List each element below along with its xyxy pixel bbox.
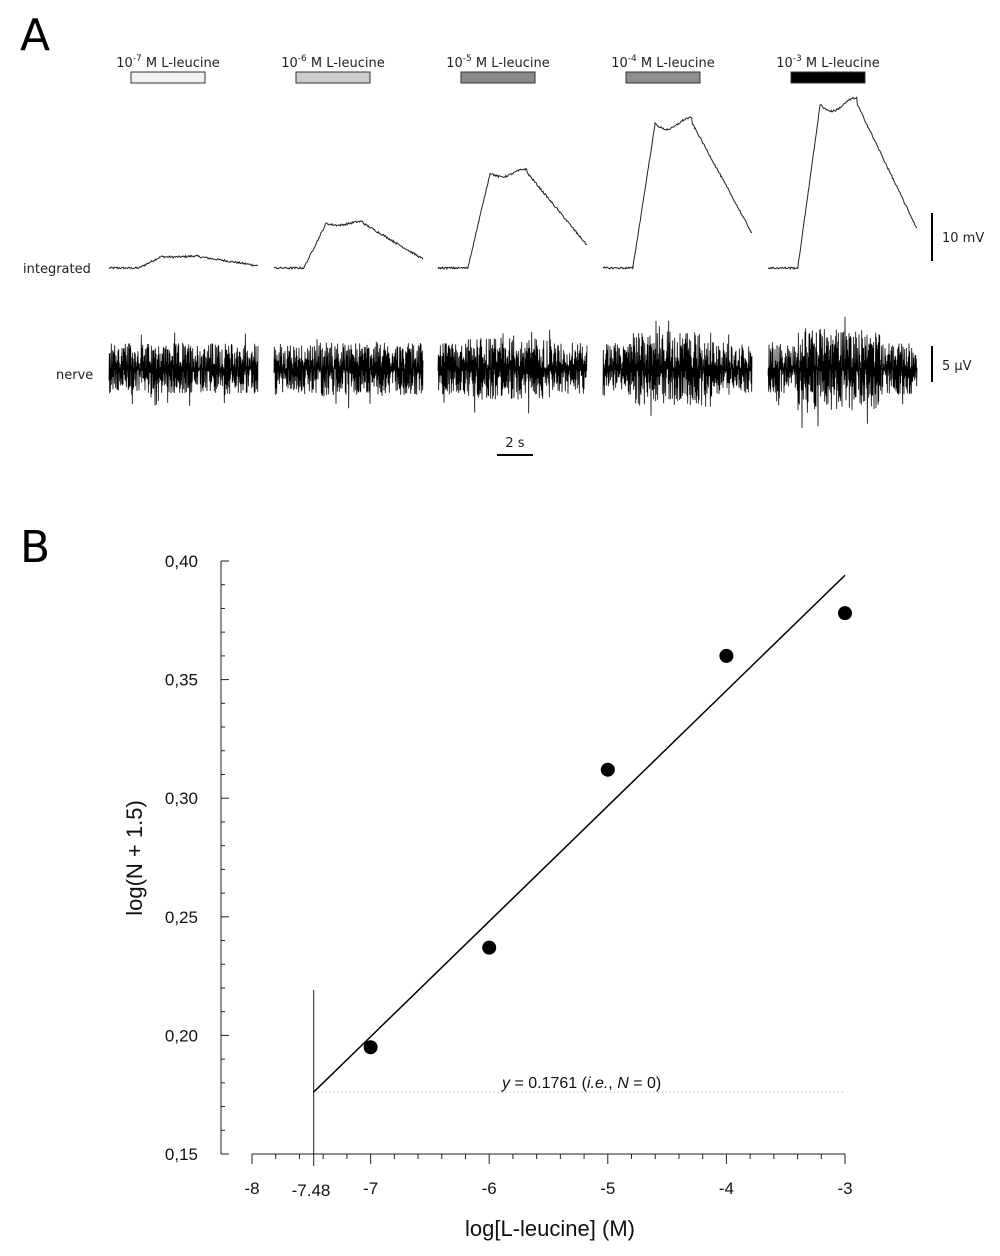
integrated-trace-5 [768,96,918,270]
stimulus-label-5: 10-3 M L-leucine [776,54,880,71]
x-tick-label: -3 [837,1179,852,1198]
baseline-annotation: y = 0.1761 (i.e., N = 0) [501,1075,661,1092]
y-tick-label: 0,20 [165,1026,198,1045]
x-tick-label: -7 [363,1179,378,1198]
x-tick-label: -4 [719,1179,734,1198]
nerve-trace-4 [602,320,753,416]
nerve-trace-1 [108,332,259,406]
nerve-trace-2 [273,339,424,409]
data-point-3 [600,762,615,777]
integrated-scale-label: 10 mV [942,231,984,246]
data-point-4 [719,648,734,663]
stimulus-label-1: 10-7 M L-leucine [116,54,220,71]
threshold-label: -7.48 [292,1181,331,1200]
panel-a-letter: A [20,10,50,61]
panel-b-chart: 0,15 0,20 0,25 0,30 0,35 0,40 -8 -7 -6 -5 -4 -3 [165,552,853,1198]
y-tick-label: 0,15 [165,1145,198,1164]
integrated-trace-2 [273,220,424,270]
data-point-2 [482,940,497,955]
nerve-trace-3 [437,329,588,414]
stimulus-bar-5 [790,71,866,84]
x-tick-label: -5 [600,1179,615,1198]
stimulus-label-4: 10-4 M L-leucine [611,54,715,71]
data-point-1 [363,1040,378,1055]
y-axis-label: log(N + 1.5) [122,800,147,916]
y-tick-label: 0,30 [165,789,198,808]
stimulus-label-3: 10-5 M L-leucine [446,54,550,71]
panel-a-recordings: 10-7 M L-leucine 10-6 M L-leucine 10-5 M L… [108,54,918,429]
x-tick-label: -6 [482,1179,497,1198]
nerve-trace-5 [767,316,918,429]
stimulus-bar-1 [130,71,206,84]
x-tick-label: -8 [244,1179,259,1198]
data-point-5 [838,606,852,621]
stimulus-bar-4 [625,71,701,84]
x-axis-label: log[L-leucine] (M) [465,1216,635,1241]
nerve-scale-label: 5 µV [942,359,972,374]
y-tick-label: 0,25 [165,908,198,927]
y-tick-label: 0,40 [165,552,198,571]
y-tick-label: 0,35 [165,671,198,690]
stimulus-bar-2 [295,71,371,84]
stimulus-label-2: 10-6 M L-leucine [281,54,385,71]
panel-b-letter: B [20,522,50,573]
integrated-trace-3 [437,167,588,271]
nerve-row-label: nerve [56,368,93,383]
fit-line [313,574,846,1093]
integrated-trace-4 [602,116,752,271]
time-scale-label: 2 s [505,436,524,451]
integrated-trace-1 [108,254,259,270]
integrated-row-label: integrated [23,262,91,277]
stimulus-bar-3 [460,71,536,84]
